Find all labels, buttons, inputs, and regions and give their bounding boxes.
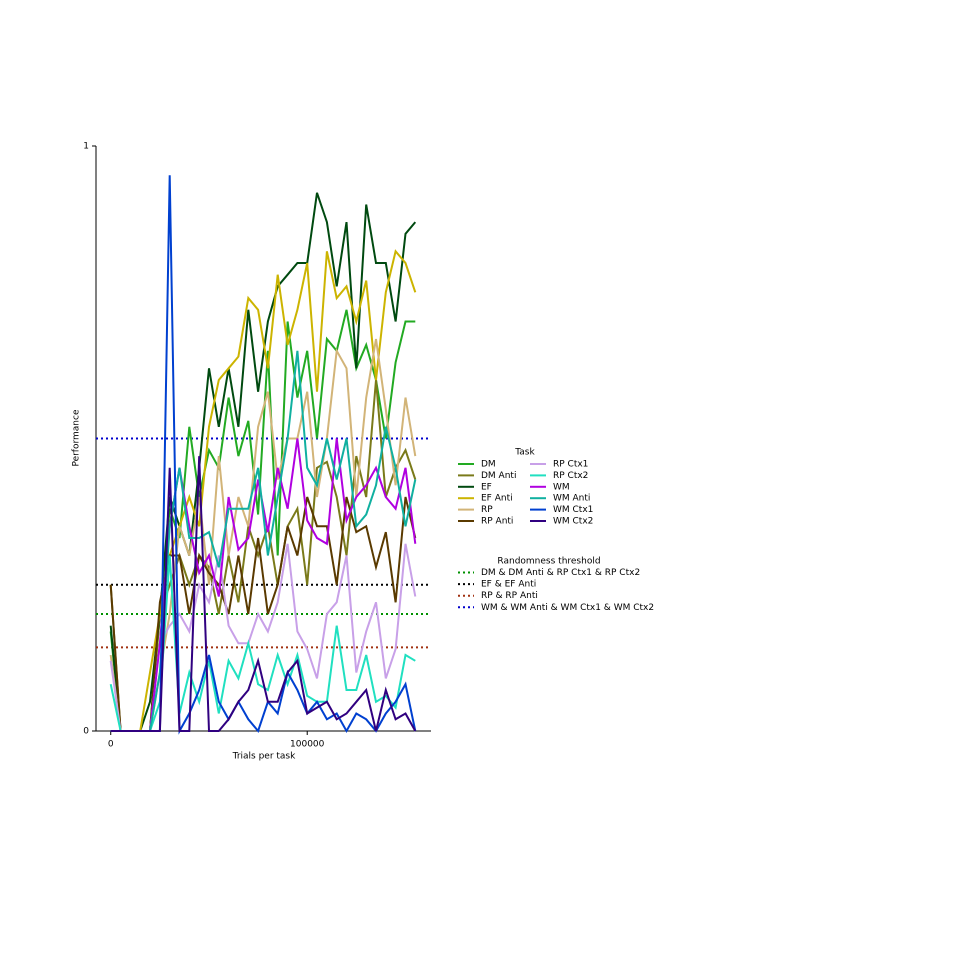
threshold-legend-title: Randomness threshold <box>497 557 600 567</box>
series-line <box>110 175 417 735</box>
y-axis-label: Performance <box>72 409 82 466</box>
legend-label: RP Anti <box>481 517 513 527</box>
series-line <box>110 456 417 732</box>
legend-label: EF <box>481 482 492 492</box>
legend-label: WM Anti <box>553 494 590 504</box>
legend-label: WM <box>553 482 570 492</box>
threshold-legend-label: RP & RP Anti <box>481 591 538 601</box>
legend-label: RP Ctx1 <box>553 460 588 470</box>
legend-title: Task <box>514 448 535 458</box>
threshold-legend-label: EF & EF Anti <box>481 580 536 590</box>
legend-label: RP Ctx2 <box>553 471 588 481</box>
x-tick-label: 100000 <box>290 740 325 750</box>
threshold-legend-label: DM & DM Anti & RP Ctx1 & RP Ctx2 <box>481 568 640 578</box>
legend-label: DM <box>481 460 496 470</box>
x-tick-label: 0 <box>108 740 114 750</box>
x-axis-label: Trials per task <box>232 752 296 762</box>
legend-label: EF Anti <box>481 494 513 504</box>
legend-label: DM Anti <box>481 471 516 481</box>
threshold-legend-label: WM & WM Anti & WM Ctx1 & WM Ctx2 <box>481 603 654 613</box>
y-tick-label: 0 <box>83 727 89 737</box>
legend-label: WM Ctx1 <box>553 505 593 515</box>
legend-label: WM Ctx2 <box>553 517 593 527</box>
legend-label: RP <box>481 505 493 515</box>
y-tick-label: 1 <box>83 142 89 152</box>
